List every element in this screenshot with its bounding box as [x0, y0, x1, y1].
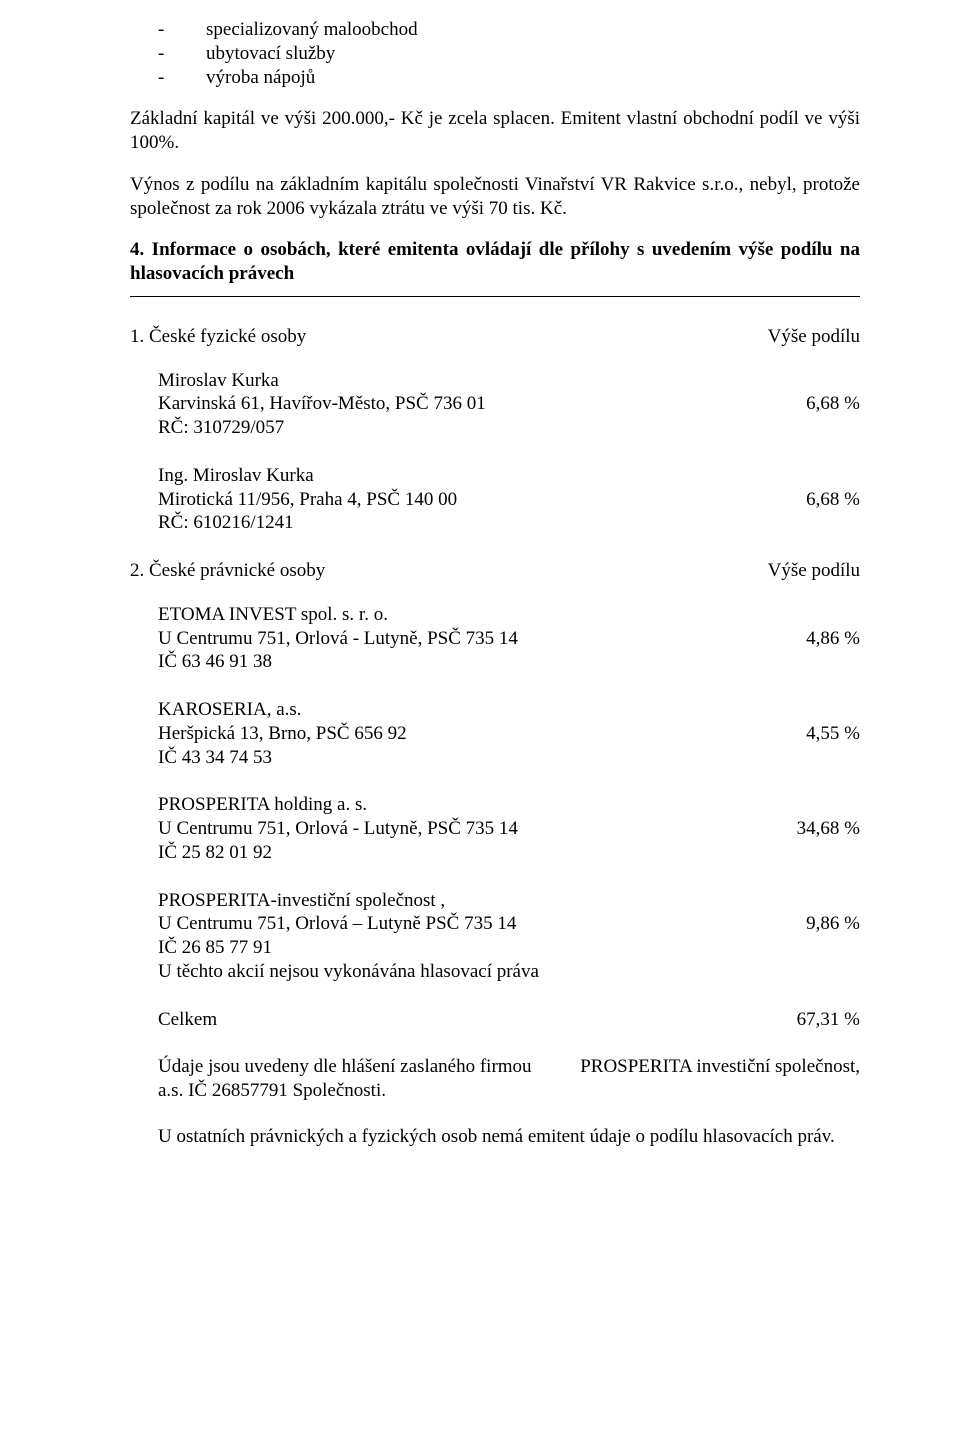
bullet-item: - ubytovací služby [130, 42, 860, 66]
company-id: IČ 63 46 91 38 [158, 650, 860, 674]
company-address: U Centrumu 751, Orlová - Lutyně, PSČ 735… [158, 817, 518, 841]
bullet-list: - specializovaný maloobchod - ubytovací … [130, 18, 860, 89]
company-id: IČ 25 82 01 92 [158, 841, 860, 865]
category-label: 2. České právnické osoby [130, 559, 325, 583]
person-entry: Miroslav Kurka Karvinská 61, Havířov-Měs… [130, 369, 860, 440]
bullet-dash: - [130, 42, 206, 66]
person-address: Karvinská 61, Havířov-Město, PSČ 736 01 [158, 392, 486, 416]
total-value: 67,31 % [797, 1008, 860, 1032]
bullet-text: specializovaný maloobchod [206, 18, 418, 42]
company-share: 4,55 % [806, 722, 860, 746]
bullet-item: - výroba nápojů [130, 66, 860, 90]
bullet-dash: - [130, 18, 206, 42]
footer-text: Údaje jsou uvedeny dle hlášení zaslaného… [158, 1055, 532, 1079]
company-entry: PROSPERITA holding a. s. U Centrumu 751,… [130, 793, 860, 864]
footer-text: PROSPERITA investiční společnost, [580, 1055, 860, 1079]
company-name: KAROSERIA, a.s. [158, 698, 860, 722]
footer-paragraph: Údaje jsou uvedeny dle hlášení zaslaného… [130, 1055, 860, 1103]
category-row: 1. České fyzické osoby Výše podílu [130, 325, 860, 349]
company-share: 9,86 % [806, 912, 860, 936]
paragraph: Výnos z podílu na základním kapitálu spo… [130, 173, 860, 221]
company-entry: KAROSERIA, a.s. Heršpická 13, Brno, PSČ … [130, 698, 860, 769]
company-name: PROSPERITA-investiční společnost , [158, 889, 860, 913]
company-share: 4,86 % [806, 627, 860, 651]
category-value-header: Výše podílu [768, 325, 860, 349]
company-entry: ETOMA INVEST spol. s. r. o. U Centrumu 7… [130, 603, 860, 674]
document-page: - specializovaný maloobchod - ubytovací … [0, 0, 960, 1448]
person-id: RČ: 310729/057 [158, 416, 860, 440]
bullet-dash: - [130, 66, 206, 90]
person-share: 6,68 % [806, 392, 860, 416]
company-name: PROSPERITA holding a. s. [158, 793, 860, 817]
person-id: RČ: 610216/1241 [158, 511, 860, 535]
person-share: 6,68 % [806, 488, 860, 512]
bullet-item: - specializovaný maloobchod [130, 18, 860, 42]
company-address: Heršpická 13, Brno, PSČ 656 92 [158, 722, 407, 746]
category-label: 1. České fyzické osoby [130, 325, 306, 349]
person-name: Ing. Miroslav Kurka [158, 464, 860, 488]
footer-paragraph: U ostatních právnických a fyzických osob… [130, 1125, 860, 1149]
company-name: ETOMA INVEST spol. s. r. o. [158, 603, 860, 627]
bullet-text: ubytovací služby [206, 42, 335, 66]
divider [130, 296, 860, 297]
company-address: U Centrumu 751, Orlová - Lutyně, PSČ 735… [158, 627, 518, 651]
company-share: 34,68 % [797, 817, 860, 841]
person-name: Miroslav Kurka [158, 369, 860, 393]
section-heading: 4. Informace o osobách, které emitenta o… [130, 238, 860, 286]
person-address: Mirotická 11/956, Praha 4, PSČ 140 00 [158, 488, 457, 512]
total-row: Celkem 67,31 % [130, 1008, 860, 1032]
bullet-text: výroba nápojů [206, 66, 315, 90]
company-entry: PROSPERITA-investiční společnost , U Cen… [130, 889, 860, 984]
person-entry: Ing. Miroslav Kurka Mirotická 11/956, Pr… [130, 464, 860, 535]
company-address: U Centrumu 751, Orlová – Lutyně PSČ 735 … [158, 912, 516, 936]
footer-text: a.s. IČ 26857791 Společnosti. [158, 1079, 860, 1103]
category-value-header: Výše podílu [768, 559, 860, 583]
company-note: U těchto akcií nejsou vykonávána hlasova… [158, 960, 860, 984]
total-label: Celkem [158, 1008, 217, 1032]
paragraph: Základní kapitál ve výši 200.000,- Kč je… [130, 107, 860, 155]
company-id: IČ 43 34 74 53 [158, 746, 860, 770]
category-row: 2. České právnické osoby Výše podílu [130, 559, 860, 583]
company-id: IČ 26 85 77 91 [158, 936, 860, 960]
